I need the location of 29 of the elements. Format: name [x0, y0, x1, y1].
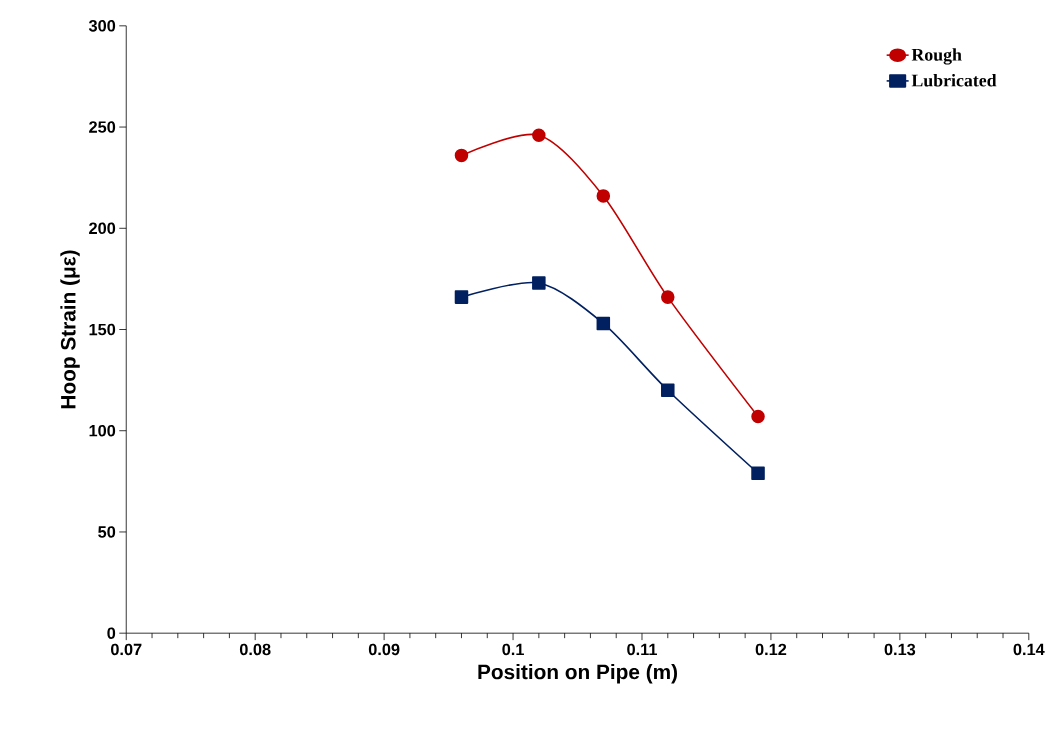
x-tick-label: 0.08 — [239, 643, 271, 656]
x-tick-label: 0.14 — [1013, 643, 1045, 656]
point — [751, 410, 765, 424]
y-tick-label: 200 — [89, 222, 116, 235]
point — [454, 148, 469, 163]
y-tick-label: 300 — [88, 20, 116, 32]
x-tick-label: 0.09 — [368, 643, 400, 656]
point — [532, 128, 546, 143]
x-tick-label: 0.12 — [755, 643, 787, 656]
point — [751, 466, 765, 481]
y-tick-label: 100 — [89, 425, 116, 437]
x-tick-label: 0.13 — [884, 643, 916, 656]
y-tick-label: 250 — [89, 121, 116, 134]
y-tick-label: 50 — [98, 526, 116, 538]
x-tick-label: 0.1 — [502, 643, 524, 656]
point — [596, 189, 611, 203]
point — [661, 290, 675, 305]
legend-label: Rough — [911, 48, 962, 65]
point — [532, 276, 546, 290]
point — [454, 290, 469, 305]
x-axis-title: Position on Pipe (m) — [478, 664, 678, 684]
y-tick-label: 0 — [107, 627, 116, 640]
point — [596, 316, 611, 331]
point — [661, 383, 675, 398]
legend-label: Lubricated — [911, 74, 997, 87]
x-tick-label: 0.07 — [111, 643, 142, 656]
y-axis-title: Hoop Strain (με) — [60, 250, 80, 409]
x-tick-label: 0.11 — [627, 643, 657, 656]
y-tick-label: 150 — [89, 323, 116, 336]
